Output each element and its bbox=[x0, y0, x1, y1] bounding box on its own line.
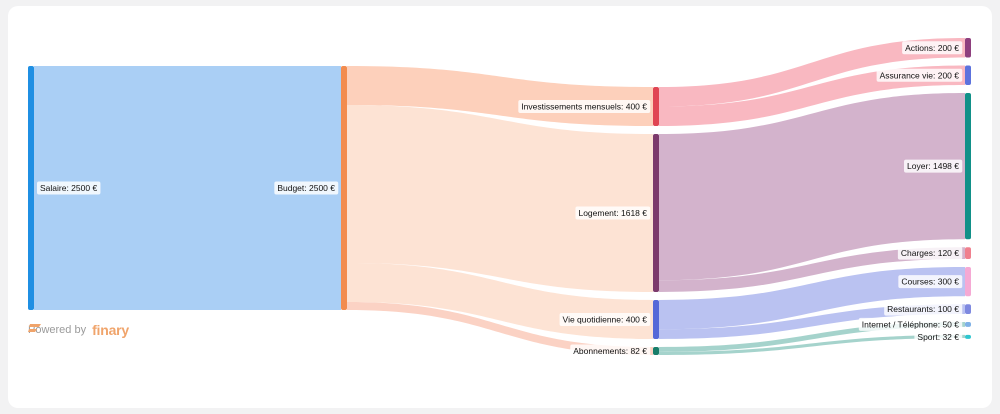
chart-card: Salaire: 2500 € Budget: 2500 € Investissem… bbox=[8, 6, 992, 408]
sankey-label-text: Restaurants: 100 € bbox=[887, 304, 959, 314]
sankey-label-logement: Logement: 1618 € bbox=[575, 206, 651, 220]
brand-logo[interactable]: finary bbox=[28, 322, 130, 338]
sankey-label-bg bbox=[902, 41, 963, 55]
sankey-links bbox=[34, 38, 965, 355]
sankey-label-bg bbox=[898, 275, 963, 289]
sankey-label-invest: Investissements mensuels: 400 € bbox=[518, 100, 651, 114]
sankey-nodes bbox=[28, 38, 971, 355]
sankey-labels: Salaire: 2500 € Budget: 2500 € Investissem… bbox=[37, 41, 963, 358]
sankey-label-vie: Vie quotidienne: 400 € bbox=[559, 312, 651, 326]
powered-by-text: Powered by bbox=[28, 324, 87, 336]
sankey-label-courses: Courses: 300 € bbox=[898, 275, 963, 289]
sankey-node-assurance[interactable] bbox=[965, 65, 971, 86]
sankey-label-text: Abonnements: 82 € bbox=[573, 346, 647, 356]
sankey-label-text: Investissements mensuels: 400 € bbox=[521, 102, 647, 112]
sankey-node-budget[interactable] bbox=[341, 66, 347, 310]
sankey-label-salaire: Salaire: 2500 € bbox=[37, 181, 101, 195]
sankey-node-restaurants[interactable] bbox=[965, 304, 971, 314]
sankey-node-sport[interactable] bbox=[965, 334, 971, 339]
sankey-label-text: Vie quotidienne: 400 € bbox=[563, 314, 648, 324]
sankey-link-vie-courses[interactable] bbox=[659, 266, 965, 330]
sankey-label-bg bbox=[570, 344, 651, 358]
sankey-node-invest[interactable] bbox=[653, 87, 659, 127]
sankey-label-bg bbox=[37, 181, 101, 195]
sankey-link-logement-charges[interactable] bbox=[659, 247, 965, 292]
sankey-node-salaire[interactable] bbox=[28, 66, 34, 310]
sankey-label-text: Courses: 300 € bbox=[901, 277, 959, 287]
sankey-label-sport: Sport: 32 € bbox=[914, 330, 963, 344]
sankey-label-internet: Internet / Téléphone: 50 € bbox=[858, 317, 963, 331]
sankey-node-internet[interactable] bbox=[965, 321, 971, 327]
sankey-chart: Salaire: 2500 € Budget: 2500 € Investissem… bbox=[28, 38, 971, 358]
sankey-label-text: Actions: 200 € bbox=[905, 43, 959, 53]
sankey-label-assurance: Assurance vie: 200 € bbox=[876, 68, 963, 82]
sankey-link-budget-logement[interactable] bbox=[347, 105, 653, 292]
sankey-link-salaire-budget[interactable] bbox=[34, 66, 341, 310]
sankey-label-restaurants: Restaurants: 100 € bbox=[884, 302, 963, 316]
sankey-label-charges: Charges: 120 € bbox=[897, 246, 963, 260]
sankey-node-loyer[interactable] bbox=[965, 93, 971, 240]
sankey-label-bg bbox=[876, 68, 963, 82]
sankey-label-text: Internet / Téléphone: 50 € bbox=[862, 319, 959, 329]
sankey-label-text: Assurance vie: 200 € bbox=[880, 70, 960, 80]
sankey-label-text: Salaire: 2500 € bbox=[40, 183, 97, 193]
sankey-label-bg bbox=[575, 206, 651, 220]
sankey-link-logement-loyer[interactable] bbox=[659, 93, 965, 281]
sankey-label-text: Logement: 1618 € bbox=[578, 208, 647, 218]
sankey-link-invest-actions[interactable] bbox=[659, 38, 965, 107]
sankey-label-bg bbox=[274, 181, 339, 195]
sankey-node-courses[interactable] bbox=[965, 266, 971, 297]
sankey-link-budget-abos[interactable] bbox=[347, 301, 653, 355]
sankey-label-bg bbox=[884, 302, 963, 316]
sankey-label-budget: Budget: 2500 € bbox=[274, 181, 339, 195]
sankey-node-abos[interactable] bbox=[653, 346, 659, 355]
sankey-node-actions[interactable] bbox=[965, 38, 971, 58]
sankey-label-bg bbox=[559, 312, 651, 326]
sankey-label-bg bbox=[858, 317, 963, 331]
sankey-label-bg bbox=[897, 246, 963, 260]
sankey-label-text: Loyer: 1498 € bbox=[907, 161, 959, 171]
sankey-label-bg bbox=[518, 100, 651, 114]
finary-logo-icon bbox=[28, 324, 41, 332]
sankey-label-text: Charges: 120 € bbox=[901, 248, 959, 258]
brand-name: finary bbox=[92, 322, 130, 338]
sankey-node-charges[interactable] bbox=[965, 247, 971, 259]
sankey-label-actions: Actions: 200 € bbox=[902, 41, 963, 55]
sankey-label-abos: Abonnements: 82 € bbox=[570, 344, 651, 358]
sankey-label-text: Sport: 32 € bbox=[917, 332, 959, 342]
sankey-label-text: Budget: 2500 € bbox=[277, 183, 335, 193]
sankey-link-abos-sport[interactable] bbox=[659, 334, 965, 355]
sankey-label-loyer: Loyer: 1498 € bbox=[904, 159, 963, 173]
sankey-label-bg bbox=[914, 330, 963, 344]
sankey-node-vie[interactable] bbox=[653, 299, 659, 339]
powered-by-footer: Powered by finary bbox=[28, 322, 129, 338]
sankey-label-bg bbox=[904, 159, 963, 173]
sankey-node-logement[interactable] bbox=[653, 134, 659, 292]
